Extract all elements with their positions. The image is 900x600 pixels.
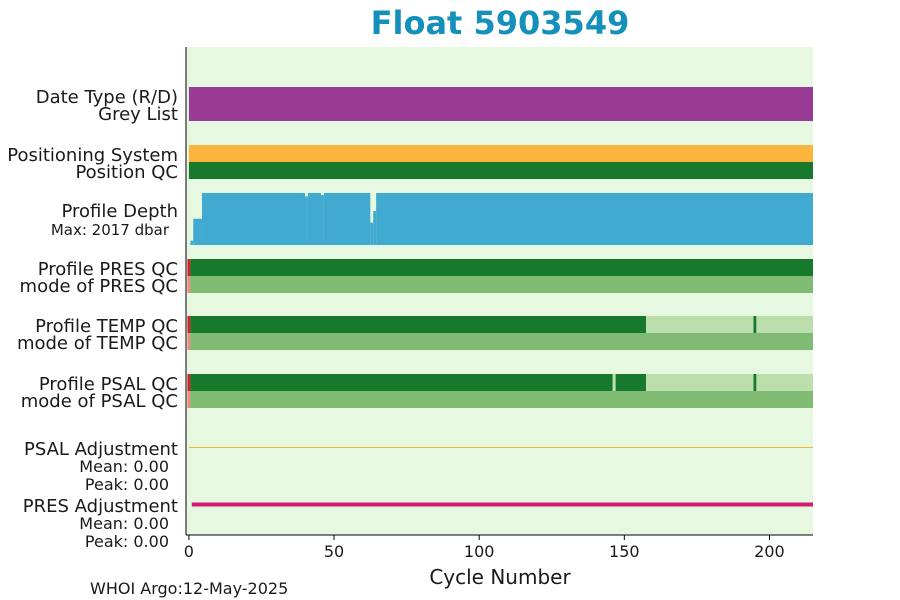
depth-bar: [307, 193, 321, 245]
x-tick-label: 100: [464, 542, 495, 561]
qc-bar-segment: [187, 259, 191, 276]
row-label: Profile PRES QC: [38, 259, 178, 280]
qc-bar-segment: [646, 316, 754, 333]
depth-bar: [370, 222, 374, 245]
row-label: Position QC: [75, 162, 178, 183]
qc-bar-segment: [187, 276, 191, 293]
qc-bar-segment: [756, 374, 813, 391]
qc-bar-segment: [612, 374, 616, 391]
row-label: mode of PSAL QC: [21, 391, 178, 412]
adjustment-stat: Peak: 0.00: [85, 532, 169, 551]
adjustment-stat: Peak: 0.00: [85, 475, 169, 494]
row-label: PSAL Adjustment: [24, 439, 178, 460]
depth-bar: [190, 240, 194, 245]
qc-bar-segment: [187, 333, 191, 350]
qc-bar-segment: [190, 276, 813, 293]
adjustment-stat: Mean: 0.00: [79, 457, 169, 476]
depth-max-label: Max: 2017 dbar: [51, 221, 170, 239]
footer-credit: WHOI Argo:12-May-2025: [90, 579, 288, 598]
depth-bar: [373, 211, 377, 245]
depth-bar: [323, 193, 371, 245]
depth-bar: [305, 196, 308, 245]
qc-bar-segment: [188, 162, 813, 179]
chart-title: Float 5903549: [371, 4, 630, 42]
qc-bar-segment: [753, 316, 757, 333]
row-label: Profile Depth: [61, 201, 178, 222]
qc-bar-segment: [756, 316, 813, 333]
row-label: Profile TEMP QC: [35, 316, 178, 337]
qc-bar-segment: [190, 316, 647, 333]
depth-bar: [376, 193, 813, 245]
row-label: Date Type (R/D): [36, 87, 178, 108]
qc-bar-segment: [188, 104, 813, 121]
qc-bar-segment: [190, 391, 813, 408]
qc-bar-segment: [188, 87, 813, 104]
depth-bar: [193, 218, 202, 245]
x-axis-label: Cycle Number: [429, 565, 571, 589]
qc-bar-segment: [190, 259, 813, 276]
depth-bar: [320, 195, 324, 245]
x-tick-label: 200: [754, 542, 785, 561]
qc-bar-segment: [190, 374, 613, 391]
row-label: Positioning System: [7, 145, 178, 166]
qc-bar-segment: [190, 333, 813, 350]
row-label: mode of TEMP QC: [17, 333, 178, 354]
qc-bar-segment: [187, 316, 191, 333]
row-label: mode of PRES QC: [20, 276, 178, 297]
qc-bar-segment: [187, 374, 191, 391]
x-tick-label: 150: [609, 542, 640, 561]
row-label: Grey List: [98, 104, 178, 125]
x-tick-label: 50: [324, 542, 344, 561]
x-tick-label: 0: [184, 542, 194, 561]
qc-bar-segment: [188, 145, 813, 162]
row-label: Profile PSAL QC: [39, 374, 178, 395]
row-label: PRES Adjustment: [23, 496, 178, 517]
qc-bar-segment: [187, 391, 191, 408]
adjustment-stat: Mean: 0.00: [79, 514, 169, 533]
depth-bar: [201, 193, 306, 245]
qc-bar-segment: [753, 374, 757, 391]
qc-bar-segment: [646, 374, 754, 391]
qc-bar-segment: [615, 374, 647, 391]
plot-area: [186, 47, 813, 535]
